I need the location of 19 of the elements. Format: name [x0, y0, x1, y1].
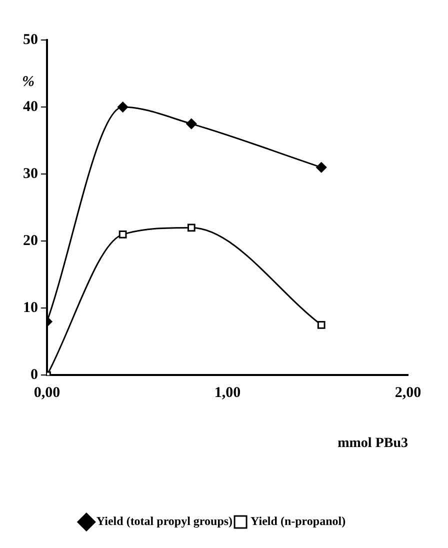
- y-axis-title: %: [22, 74, 34, 90]
- point: [317, 320, 326, 329]
- x-tick-label: 1,00: [214, 385, 241, 402]
- y-tick-label: 30: [23, 166, 38, 182]
- x-axis-title: mmol PBu3: [338, 436, 408, 452]
- y-tick-label: 40: [23, 98, 38, 115]
- x-tick-label: 2,00: [394, 385, 422, 402]
- point: [186, 118, 197, 130]
- point: [118, 230, 127, 238]
- legend-label: Yield (n-propanol): [250, 514, 346, 528]
- point: [187, 224, 196, 232]
- y-tick-label: 50: [23, 32, 38, 48]
- point: [118, 102, 128, 112]
- point: [316, 162, 327, 173]
- y-tick-label: 10: [23, 300, 38, 316]
- y-tick-label: 20: [23, 232, 38, 249]
- legend-label: Yield (total propyl groups): [96, 514, 233, 528]
- x-tick-label: 0,00: [34, 385, 60, 402]
- y-tick-label: 0: [30, 367, 38, 384]
